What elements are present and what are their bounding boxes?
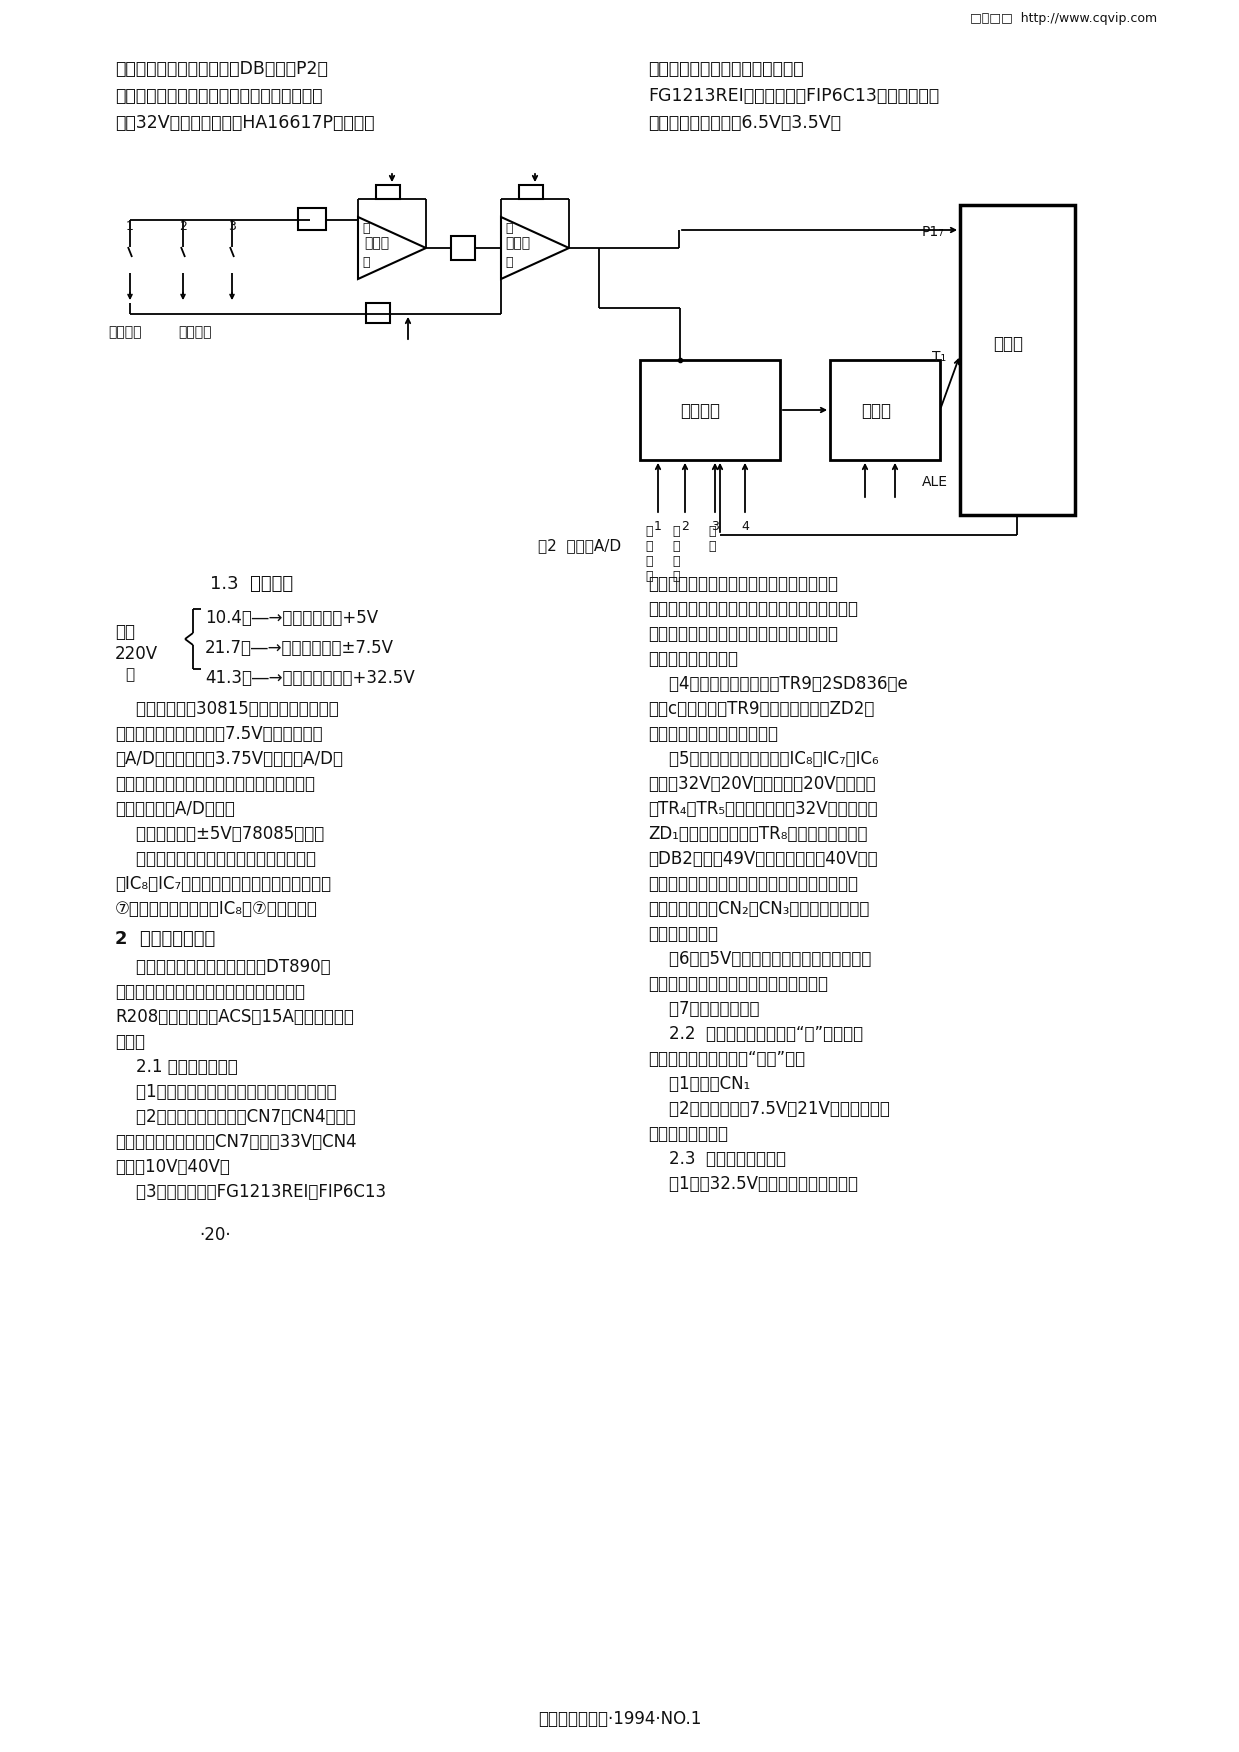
Text: 21.7Ｖ―→模拟电路电源±7.5V: 21.7Ｖ―→模拟电路电源±7.5V <box>204 639 394 657</box>
Text: 对IC₈、IC₇两支驱动器是轮流供电，其供电脚: 对IC₈、IC₇两支驱动器是轮流供电，其供电脚 <box>115 874 331 894</box>
Text: 2: 2 <box>681 520 689 533</box>
Text: 成一侧不显示。: 成一侧不显示。 <box>648 925 717 943</box>
Text: 图2  双积分A/D: 图2 双积分A/D <box>539 538 622 554</box>
Text: ·20·: ·20· <box>199 1226 230 1244</box>
Text: 上有否10V、40V。: 上有否10V、40V。 <box>115 1158 230 1176</box>
Text: T₁: T₁ <box>932 350 947 364</box>
Text: 2: 2 <box>178 221 187 233</box>
Text: 们的灯丝电压分别是6.5V和3.5V。: 们的灯丝电压分别是6.5V和3.5V。 <box>648 114 841 131</box>
Text: （2）依次检查＝7.5V、21V是否正常，处: （2）依次检查＝7.5V、21V是否正常，处 <box>648 1100 890 1118</box>
Text: 理后可恢复正常。: 理后可恢复正常。 <box>648 1125 729 1142</box>
Text: 压管击穿也造成无灯丝电压。: 压管击穿也造成无灯丝电压。 <box>648 725 778 743</box>
Text: 两管灯丝是否发红。不红则检查有否灯丝电: 两管灯丝是否发红。不红则检查有否灯丝电 <box>648 575 838 592</box>
Text: －: － <box>506 223 513 235</box>
Text: （5）若灯丝无问题，检查IC₈及IC₇、IC₆: （5）若灯丝无问题，检查IC₈及IC₇、IC₆ <box>648 750 878 767</box>
Text: □警□□  http://www.cqvip.com: □警□□ http://www.cqvip.com <box>970 12 1157 25</box>
Text: 2.1 开机显示器不亮: 2.1 开机显示器不亮 <box>115 1058 238 1076</box>
Text: ⑦上电压为直流脉冲。IC₈的⑦脚为直流。: ⑦上电压为直流脉冲。IC₈的⑦脚为直流。 <box>115 901 318 918</box>
Text: （6）－5V电源无输出，此时讯响器无声、: （6）－5V电源无输出，此时讯响器无声、 <box>648 950 871 969</box>
Text: R208秤或上海大和ACS－15A为例介绍维修: R208秤或上海大和ACS－15A为例介绍维修 <box>115 1007 354 1027</box>
Text: 10.4Ｖ―→数字电路电源+5V: 10.4Ｖ―→数字电路电源+5V <box>204 610 378 627</box>
Text: （4）无灯丝电压可检查TR9（2SD836）e: （4）无灯丝电压可检查TR9（2SD836）e <box>648 675 908 694</box>
Text: FG1213REI（十二位）和FIP6C13（六位），它: FG1213REI（十二位）和FIP6C13（六位），它 <box>648 88 939 105</box>
Text: 计算与测试技术·1994·NO.1: 计算与测试技术·1994·NO.1 <box>538 1710 701 1727</box>
Text: 好，有否断线；再测量CN7上有否33V，CN4: 好，有否断线；再测量CN7上有否33V，CN4 <box>115 1134 357 1151</box>
Text: 1: 1 <box>126 221 134 233</box>
Text: 灯、讯响器发出急促之“嗟嗟”声。: 灯、讯响器发出急促之“嗟嗟”声。 <box>648 1049 805 1069</box>
Text: 复
零: 复 零 <box>707 526 715 554</box>
Text: 查TR₄、TR₅是否正常。若无32V电压，检查: 查TR₄、TR₅是否正常。若无32V电压，检查 <box>648 801 877 818</box>
Text: 是否有32V和20V电压。如无20V电压，检: 是否有32V和20V电压。如无20V电压，检 <box>648 774 876 794</box>
Text: ALE: ALE <box>922 475 948 489</box>
Bar <box>641 359 781 461</box>
Text: 还可以检查一下CN₂、CN₃插头座，它可能造: 还可以检查一下CN₂、CN₃插头座，它可能造 <box>648 901 870 918</box>
Text: 查DB2上有否49V直流电压输出及40V交流: 查DB2上有否49V直流电压输出及40V交流 <box>648 850 877 867</box>
Bar <box>366 303 390 322</box>
Text: 及A/D电路，另外－3.75V电位作为A/D的: 及A/D电路，另外－3.75V电位作为A/D的 <box>115 750 343 767</box>
Text: 有很高的亮度。单片机通过DB总线和P2口: 有很高的亮度。单片机通过DB总线和P2口 <box>115 60 328 79</box>
Text: 2.2  开机后显示管闪一次“日”后显示息: 2.2 开机后显示管闪一次“日”后显示息 <box>648 1025 864 1042</box>
Text: 基准电压。当桥压波动时，基准电压也同步波: 基准电压。当桥压波动时，基准电压也同步波 <box>115 774 315 794</box>
Text: 220V: 220V <box>115 645 159 662</box>
Text: 量，约为几个欧姆。: 量，约为几个欧姆。 <box>648 650 738 668</box>
Text: 1: 1 <box>654 520 662 533</box>
Text: 压达32V，因此段位码经HA16617P进行电平: 压达32V，因此段位码经HA16617P进行电平 <box>115 114 374 131</box>
Text: 3: 3 <box>711 520 719 533</box>
Text: （1）插好CN₁: （1）插好CN₁ <box>648 1076 751 1093</box>
Text: 正
向
积
分: 正 向 积 分 <box>646 526 653 583</box>
Text: ZD₁稳压管是否击穿、TR₈是否正常，进而检: ZD₁稳压管是否击穿、TR₈是否正常，进而检 <box>648 825 867 843</box>
Bar <box>519 186 543 200</box>
Text: P1₇: P1₇ <box>922 224 945 238</box>
Text: 2.3  显示器不出现数字: 2.3 显示器不出现数字 <box>648 1149 786 1169</box>
Text: 2  故障检查和维修: 2 故障检查和维修 <box>115 930 216 948</box>
Text: 比较器: 比较器 <box>506 237 530 251</box>
Text: 称量信号: 称量信号 <box>108 326 141 338</box>
Text: 反
向
积
分: 反 向 积 分 <box>672 526 679 583</box>
Text: 3: 3 <box>228 221 235 233</box>
Text: ＋: ＋ <box>362 256 369 270</box>
Text: （3）在暗处观寻FG1213REI和FIP6C13: （3）在暗处观寻FG1213REI和FIP6C13 <box>115 1183 387 1202</box>
Text: 41.3Ｖ―→显示器电路电源+32.5V: 41.3Ｖ―→显示器电路电源+32.5V <box>204 669 415 687</box>
Text: 维修电子秤需要一只万用表如DT890型: 维修电子秤需要一只万用表如DT890型 <box>115 958 331 976</box>
Text: 送出段位码进行动态扫描显示。荧光管板极电: 送出段位码进行动态扫描显示。荧光管板极电 <box>115 88 322 105</box>
Bar <box>830 359 940 461</box>
Text: 单片机: 单片机 <box>992 335 1023 352</box>
Text: 转换再驱动显示器。显示管一般用: 转换再驱动显示器。显示管一般用 <box>648 60 804 79</box>
Text: ＋: ＋ <box>506 256 513 270</box>
Text: 逻辑电路: 逻辑电路 <box>680 401 720 420</box>
Text: （1）检查电源插头、保险丝管、电源开关。: （1）检查电源插头、保险丝管、电源开关。 <box>115 1083 337 1100</box>
Text: －: － <box>362 223 369 235</box>
Text: ～: ～ <box>125 668 134 682</box>
Bar <box>375 186 400 200</box>
Text: （7）单片机损坏。: （7）单片机损坏。 <box>648 1000 760 1018</box>
Text: 数字电路不工作、显示器只显示小数点。: 数字电路不工作、显示器只显示小数点。 <box>648 976 828 993</box>
Text: 数字表，最好还有一台示波器。下面以日本: 数字表，最好还有一台示波器。下面以日本 <box>115 983 305 1000</box>
Text: 传感器桥压北30815供给，外接电阵网络: 传感器桥压北30815供给，外接电阵网络 <box>115 701 338 718</box>
Bar <box>299 208 326 230</box>
Text: 交流: 交流 <box>115 624 135 641</box>
Bar <box>960 205 1075 515</box>
Text: 计数器: 计数器 <box>861 401 891 420</box>
Text: 压、灯丝脚有否虚焚。发红表明灯丝工作正常。: 压、灯丝脚有否虚焚。发红表明灯丝工作正常。 <box>648 599 857 618</box>
Text: （2）打开秤上盖，检查CN7、CN4是否插: （2）打开秤上盖，检查CN7、CN4是否插 <box>115 1107 356 1127</box>
Bar <box>451 237 475 259</box>
Text: 基准电压: 基准电压 <box>178 326 212 338</box>
Text: 积分器: 积分器 <box>364 237 389 251</box>
Text: 显示器电源仅由简单稳压电路形成。其中: 显示器电源仅由简单稳压电路形成。其中 <box>115 850 316 867</box>
Text: 取其中点为地电位形式＝7.5V供差分放大器: 取其中点为地电位形式＝7.5V供差分放大器 <box>115 725 322 743</box>
Text: 4: 4 <box>741 520 748 533</box>
Text: 电压输入。通常上述电压正常、显示器应发光。: 电压输入。通常上述电压正常、显示器应发光。 <box>648 874 857 894</box>
Text: 极和c极电压，如TR9损坏则更换之、ZD2稳: 极和c极电压，如TR9损坏则更换之、ZD2稳 <box>648 701 875 718</box>
Text: （1）无32.5V电压，检查电源电路。: （1）无32.5V电压，检查电源电路。 <box>648 1176 857 1193</box>
Text: 检查断丝可在切断电源和用万用表电阱档测: 检查断丝可在切断电源和用万用表电阱档测 <box>648 625 838 643</box>
Text: 数字电路电源±5V北78085供给。: 数字电路电源±5V北78085供给。 <box>115 825 325 843</box>
Text: 1.3  电源系统: 1.3 电源系统 <box>209 575 294 592</box>
Text: 动，不致影响A/D精度。: 动，不致影响A/D精度。 <box>115 801 235 818</box>
Text: 方法。: 方法。 <box>115 1034 145 1051</box>
